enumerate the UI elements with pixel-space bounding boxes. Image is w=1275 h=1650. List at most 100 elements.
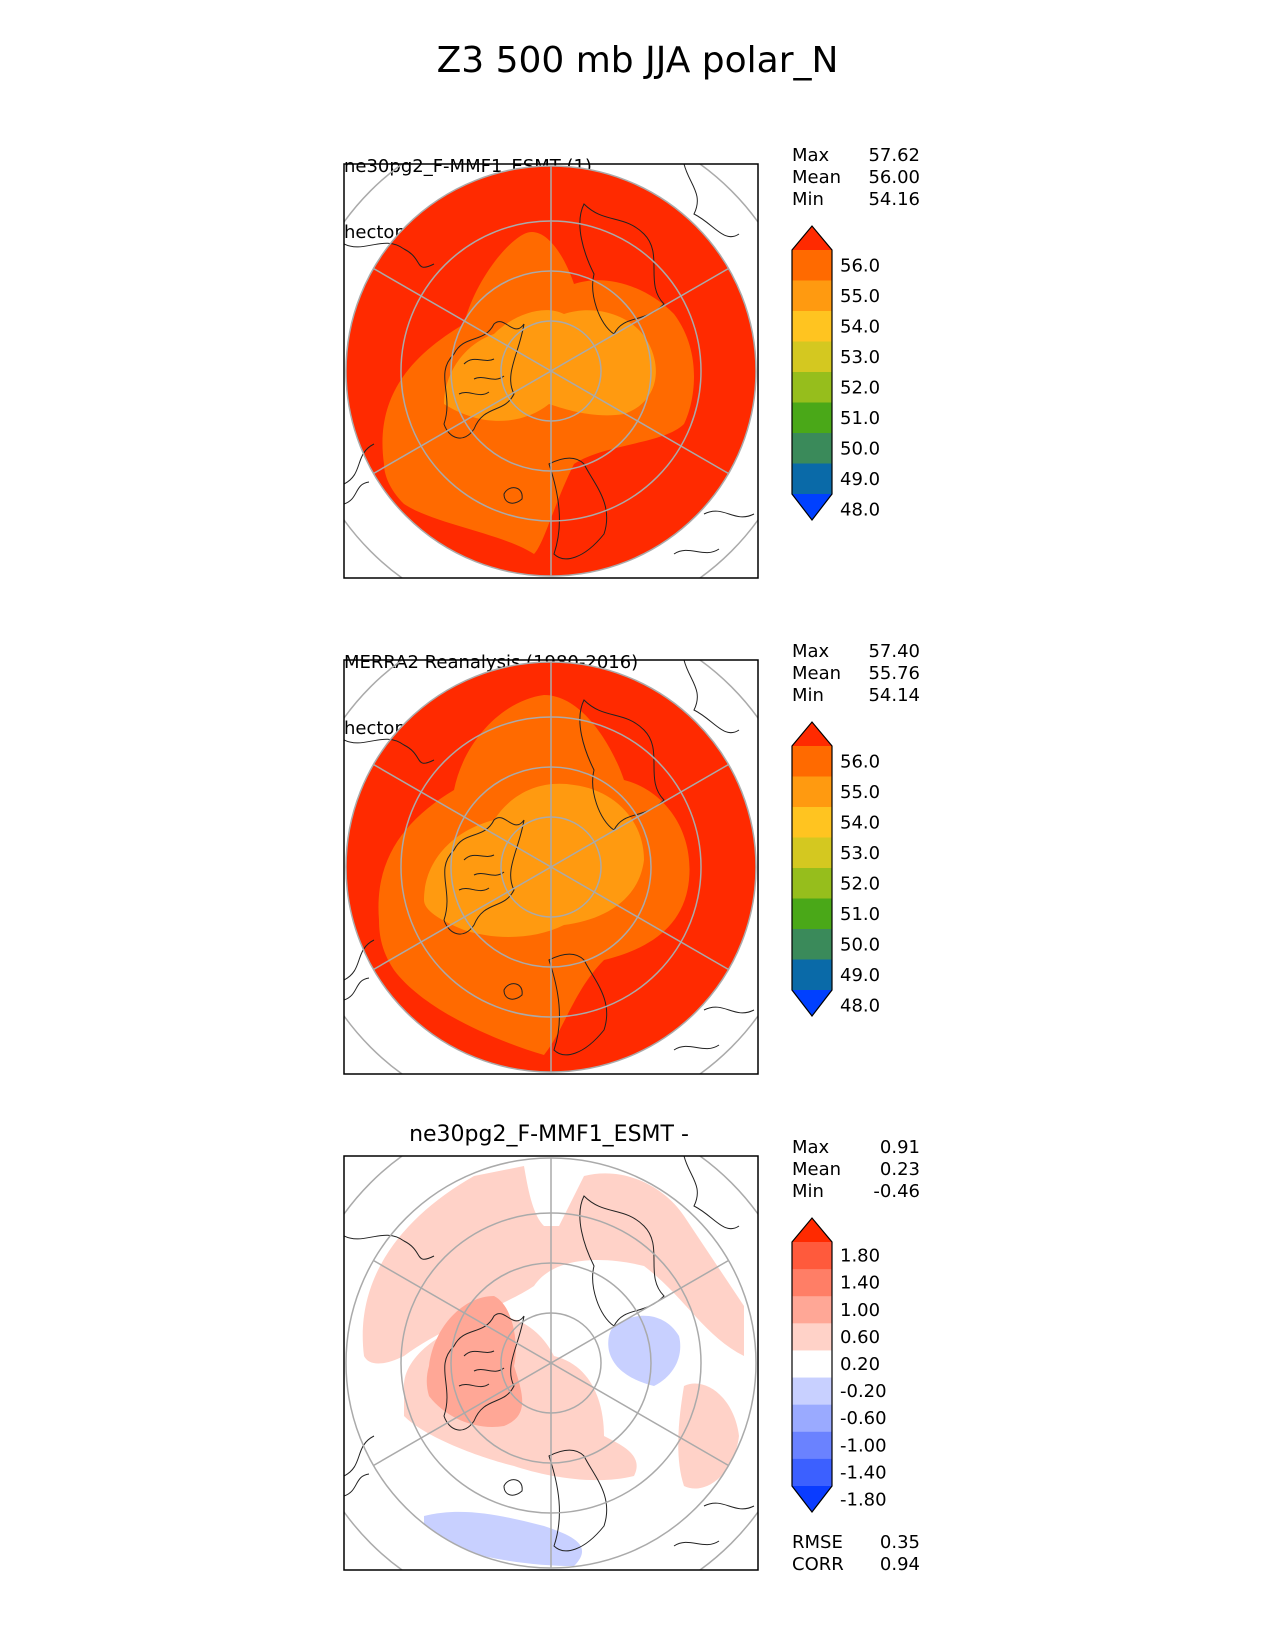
- difference-polar-map: [343, 1155, 759, 1571]
- stat-value: 0.94: [879, 1554, 920, 1575]
- colorbar-segment: [792, 1323, 832, 1351]
- colorbar-segment: [792, 959, 832, 991]
- colorbar-tick-label: 50.0: [840, 438, 880, 459]
- colorbar-segment: [792, 1404, 832, 1433]
- colorbar-extension-bottom: [792, 990, 832, 1016]
- colorbar-tick-label: 51.0: [840, 408, 880, 429]
- contour-negative-02: [424, 1511, 583, 1566]
- colorbar-tick-label: 56.0: [840, 751, 880, 772]
- colorbar-outline: [791, 225, 833, 521]
- stat-label: Mean: [792, 167, 842, 188]
- stat-label: Max: [792, 145, 830, 166]
- stat-value: 57.62: [868, 145, 920, 166]
- graticule: [345, 1157, 757, 1569]
- colorbar-tick-label: -0.20: [840, 1381, 887, 1402]
- coastlines: [344, 164, 755, 560]
- colorbar-tick-label: -0.60: [840, 1408, 887, 1429]
- stat-value: 56.00: [868, 167, 920, 188]
- colorbar-tick-label: 50.0: [840, 934, 880, 955]
- colorbar-tick-label: 48.0: [840, 995, 880, 1016]
- colorbar-tick-label: 54.0: [840, 316, 880, 337]
- colorbar-tick-label: -1.80: [840, 1490, 887, 1511]
- colorbar-tick-label: 51.0: [840, 904, 880, 925]
- colorbar-segment: [792, 746, 832, 777]
- test-colorbar: 56.0 55.0 54.0 53.0 52.0 51.0 50.0 49.0 48.0: [791, 225, 880, 521]
- difference-extra-stats: RMSE 0.35 CORR 0.94: [792, 1532, 920, 1576]
- stat-label: RMSE: [792, 1532, 843, 1553]
- stat-label: Mean: [792, 1159, 842, 1180]
- colorbar-segment: [792, 250, 832, 281]
- colorbar-extension-top: [792, 1218, 832, 1242]
- colorbar-segment: [792, 776, 832, 808]
- stat-label: Min: [792, 189, 824, 210]
- colorbar-tick-label: -1.00: [840, 1435, 887, 1456]
- colorbar-segment: [792, 1296, 832, 1324]
- colorbar-segment: [792, 868, 832, 899]
- stat-value: 0.35: [879, 1532, 920, 1553]
- colorbar-extension-top: [792, 722, 832, 746]
- stat-value: 54.16: [868, 189, 920, 210]
- colorbar-segment: [792, 341, 832, 373]
- colorbar-tick-label: 55.0: [840, 782, 880, 803]
- test-stats: Max 57.62 Mean 56.00 Min 54.16: [792, 145, 920, 211]
- stat-label: Min: [792, 1181, 824, 1202]
- reference-stats: Max 57.40 Mean 55.76 Min 54.14: [792, 641, 920, 707]
- colorbar-extension-top: [792, 226, 832, 250]
- colorbar-outline: [791, 1217, 833, 1513]
- colorbar-tick-label: -1.40: [840, 1462, 887, 1483]
- colorbar-segment: [792, 1242, 832, 1270]
- stat-label: Mean: [792, 663, 842, 684]
- map-frame: [343, 659, 759, 1075]
- stat-value: 0.23: [879, 1159, 920, 1180]
- colorbar-tick-label: 0.60: [840, 1327, 880, 1348]
- colorbar-segment: [792, 837, 832, 869]
- colorbar-segment: [792, 463, 832, 495]
- colorbar-segment: [792, 1269, 832, 1297]
- figure-title: Z3 500 mb JJA polar_N: [436, 40, 839, 81]
- colorbar-tick-label: 49.0: [840, 469, 880, 490]
- stat-value: 54.14: [868, 685, 920, 706]
- colorbar-segment: [792, 1431, 832, 1460]
- stat-value: 0.91: [879, 1137, 920, 1158]
- colorbar-tick-label: 52.0: [840, 873, 880, 894]
- colorbar-segment: [792, 402, 832, 434]
- colorbar-segment: [792, 1377, 832, 1406]
- colorbar-tick-label: 48.0: [840, 499, 880, 520]
- colorbar-tick-label: 53.0: [840, 347, 880, 368]
- reference-polar-map: [343, 659, 759, 1075]
- stat-value: -0.46: [873, 1181, 920, 1202]
- colorbar-tick-label: 1.40: [840, 1273, 880, 1294]
- colorbar-segment: [792, 433, 832, 464]
- reference-colorbar: 56.0 55.0 54.0 53.0 52.0 51.0 50.0 49.0 48.0: [791, 721, 880, 1017]
- stat-label: Max: [792, 1137, 830, 1158]
- colorbar-tick-label: 1.80: [840, 1246, 880, 1267]
- stat-label: CORR: [792, 1554, 844, 1575]
- colorbar-tick-label: 54.0: [840, 812, 880, 833]
- stat-label: Min: [792, 685, 824, 706]
- colorbar-segment: [792, 807, 832, 838]
- difference-stats: Max 0.91 Mean 0.23 Min -0.46: [792, 1137, 920, 1203]
- coastlines: [344, 1156, 755, 1552]
- difference-panel-title: ne30pg2_F-MMF1_ESMT -: [409, 1122, 689, 1147]
- colorbar-tick-label: 53.0: [840, 843, 880, 864]
- colorbar-tick-label: 1.00: [840, 1300, 880, 1321]
- colorbar-tick-label: 52.0: [840, 377, 880, 398]
- stat-value: 57.40: [868, 641, 920, 662]
- colorbar-tick-label: 49.0: [840, 965, 880, 986]
- colorbar-outline: [791, 721, 833, 1017]
- graticule: [345, 165, 757, 577]
- colorbar-segment: [792, 929, 832, 960]
- contour-negative-02: [608, 1315, 681, 1386]
- stat-value: 55.76: [868, 663, 920, 684]
- colorbar-segment: [792, 311, 832, 342]
- map-frame: [343, 1155, 759, 1571]
- colorbar-extension-bottom: [792, 494, 832, 520]
- contour-54: [444, 310, 656, 421]
- colorbar-segment: [792, 280, 832, 312]
- stat-label: Max: [792, 641, 830, 662]
- colorbar-tick-label: 0.20: [840, 1354, 880, 1375]
- difference-colorbar: 1.80 1.40 1.00 0.60 0.20 -0.20 -0.60 -1.00 -1.40…: [791, 1217, 887, 1513]
- colorbar-segment: [792, 372, 832, 403]
- colorbar-extension-bottom: [792, 1486, 832, 1512]
- map-frame: [343, 163, 759, 579]
